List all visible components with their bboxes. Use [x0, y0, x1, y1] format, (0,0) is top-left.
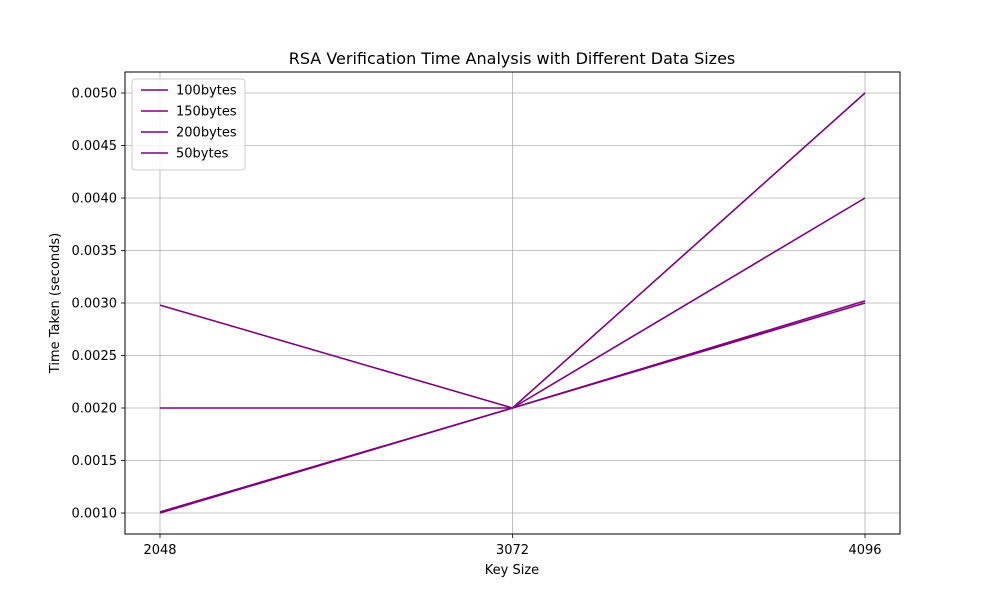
y-tick-label: 0.0015 — [72, 454, 118, 469]
legend-entry: 200bytes — [176, 126, 237, 141]
y-tick-label: 0.0050 — [72, 87, 118, 102]
y-tick-label: 0.0035 — [72, 244, 118, 259]
series-lines — [159, 92, 866, 514]
chart-title: RSA Verification Time Analysis with Diff… — [289, 49, 736, 68]
x-axis: 2048 3072 4096 — [143, 534, 882, 558]
legend-entry: 100bytes — [176, 84, 237, 99]
y-tick-label: 0.0025 — [72, 349, 118, 364]
legend: 100bytes 150bytes 200bytes 50bytes — [131, 78, 246, 171]
x-tick-label: 4096 — [848, 543, 881, 558]
legend-entry: 50bytes — [176, 147, 229, 162]
y-axis-label: Time Taken (seconds) — [48, 233, 63, 374]
y-tick-label: 0.0040 — [72, 192, 118, 207]
y-tick-label: 0.0010 — [72, 507, 118, 522]
x-tick-label: 3072 — [496, 543, 529, 558]
legend-entry: 150bytes — [176, 105, 237, 120]
series-line-50bytes — [159, 302, 866, 514]
x-axis-label: Key Size — [485, 563, 539, 578]
x-tick-label: 2048 — [143, 543, 176, 558]
legend-box — [131, 78, 246, 171]
y-tick-label: 0.0030 — [72, 297, 118, 312]
y-tick-label: 0.0020 — [72, 402, 118, 417]
y-axis: 0.0010 0.0015 0.0020 0.0025 0.0030 0.0035 0.00… — [72, 87, 125, 522]
y-tick-label: 0.0045 — [72, 139, 118, 154]
